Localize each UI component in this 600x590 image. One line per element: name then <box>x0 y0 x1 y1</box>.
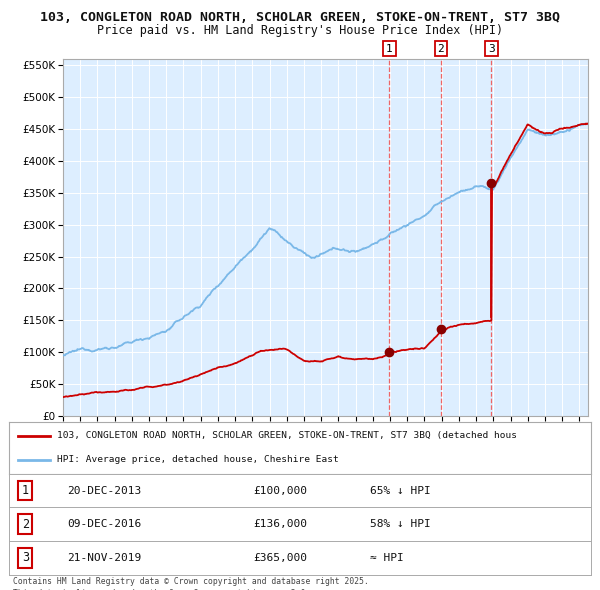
Text: 2: 2 <box>437 44 444 54</box>
Text: 09-DEC-2016: 09-DEC-2016 <box>67 519 142 529</box>
Text: 20-DEC-2013: 20-DEC-2013 <box>67 486 142 496</box>
Text: 3: 3 <box>488 44 495 54</box>
Text: ≈ HPI: ≈ HPI <box>370 553 404 563</box>
Text: 103, CONGLETON ROAD NORTH, SCHOLAR GREEN, STOKE-ON-TRENT, ST7 3BQ: 103, CONGLETON ROAD NORTH, SCHOLAR GREEN… <box>40 11 560 24</box>
Text: This data is licensed under the Open Government Licence v3.0.: This data is licensed under the Open Gov… <box>13 589 311 590</box>
Text: £100,000: £100,000 <box>253 486 307 496</box>
Text: £136,000: £136,000 <box>253 519 307 529</box>
Text: 65% ↓ HPI: 65% ↓ HPI <box>370 486 431 496</box>
Text: 58% ↓ HPI: 58% ↓ HPI <box>370 519 431 529</box>
Text: 2: 2 <box>22 517 29 531</box>
Text: 103, CONGLETON ROAD NORTH, SCHOLAR GREEN, STOKE-ON-TRENT, ST7 3BQ (detached hous: 103, CONGLETON ROAD NORTH, SCHOLAR GREEN… <box>57 431 517 440</box>
Text: HPI: Average price, detached house, Cheshire East: HPI: Average price, detached house, Ches… <box>57 455 338 464</box>
Text: 1: 1 <box>386 44 393 54</box>
Text: £365,000: £365,000 <box>253 553 307 563</box>
Text: 21-NOV-2019: 21-NOV-2019 <box>67 553 142 563</box>
Text: 1: 1 <box>22 484 29 497</box>
Text: Price paid vs. HM Land Registry's House Price Index (HPI): Price paid vs. HM Land Registry's House … <box>97 24 503 37</box>
Text: Contains HM Land Registry data © Crown copyright and database right 2025.: Contains HM Land Registry data © Crown c… <box>13 577 369 586</box>
Text: 3: 3 <box>22 551 29 565</box>
